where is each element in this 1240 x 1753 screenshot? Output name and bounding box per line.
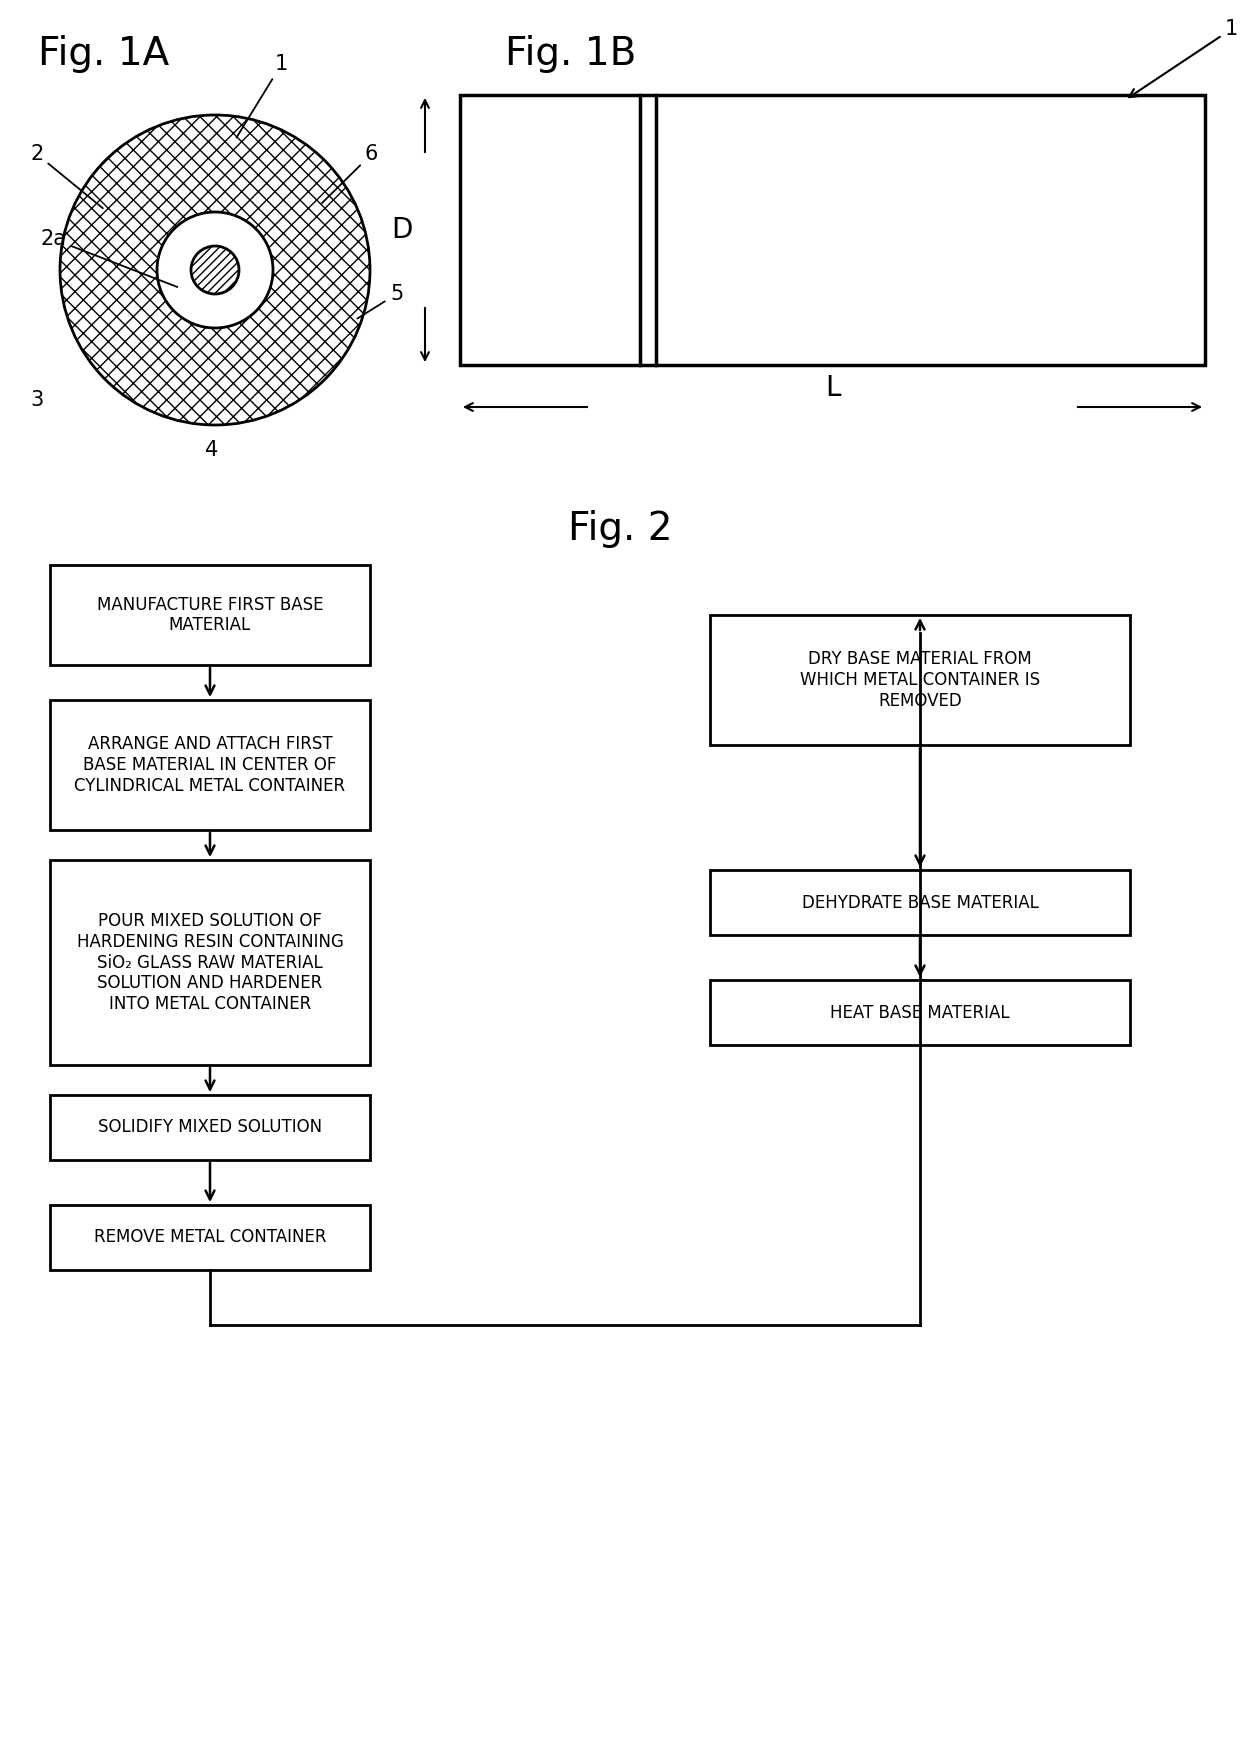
Bar <box>50 1096 370 1160</box>
Circle shape <box>191 245 239 295</box>
Text: SOLIDIFY MIXED SOLUTION: SOLIDIFY MIXED SOLUTION <box>98 1118 322 1136</box>
Text: Fig. 1A: Fig. 1A <box>38 35 169 74</box>
Text: 4: 4 <box>205 440 218 459</box>
Bar <box>50 699 370 829</box>
Text: 3: 3 <box>30 389 43 410</box>
Text: L: L <box>825 373 841 401</box>
Bar <box>711 980 1130 1045</box>
Text: Fig. 1B: Fig. 1B <box>505 35 636 74</box>
Text: POUR MIXED SOLUTION OF
HARDENING RESIN CONTAINING
SiO₂ GLASS RAW MATERIAL
SOLUTI: POUR MIXED SOLUTION OF HARDENING RESIN C… <box>77 912 343 1013</box>
Text: 1: 1 <box>1130 19 1239 96</box>
Bar <box>50 564 370 664</box>
Bar <box>711 869 1130 934</box>
Bar <box>50 1204 370 1269</box>
Text: 6: 6 <box>322 144 378 203</box>
Text: HEAT BASE MATERIAL: HEAT BASE MATERIAL <box>831 1003 1009 1022</box>
Bar <box>460 95 1205 365</box>
Text: REMOVE METAL CONTAINER: REMOVE METAL CONTAINER <box>94 1229 326 1246</box>
Bar <box>50 861 370 1066</box>
Text: DEHYDRATE BASE MATERIAL: DEHYDRATE BASE MATERIAL <box>801 894 1038 912</box>
Bar <box>711 615 1130 745</box>
Text: 2: 2 <box>30 144 103 209</box>
Text: MANUFACTURE FIRST BASE
MATERIAL: MANUFACTURE FIRST BASE MATERIAL <box>97 596 324 635</box>
Text: 5: 5 <box>357 284 403 319</box>
Circle shape <box>157 212 273 328</box>
Text: 2a: 2a <box>40 230 177 287</box>
Text: DRY BASE MATERIAL FROM
WHICH METAL CONTAINER IS
REMOVED: DRY BASE MATERIAL FROM WHICH METAL CONTA… <box>800 650 1040 710</box>
Text: 1: 1 <box>237 54 288 138</box>
Text: Fig. 2: Fig. 2 <box>568 510 672 549</box>
Circle shape <box>60 116 370 424</box>
Text: D: D <box>392 216 413 244</box>
Text: ARRANGE AND ATTACH FIRST
BASE MATERIAL IN CENTER OF
CYLINDRICAL METAL CONTAINER: ARRANGE AND ATTACH FIRST BASE MATERIAL I… <box>74 735 346 794</box>
